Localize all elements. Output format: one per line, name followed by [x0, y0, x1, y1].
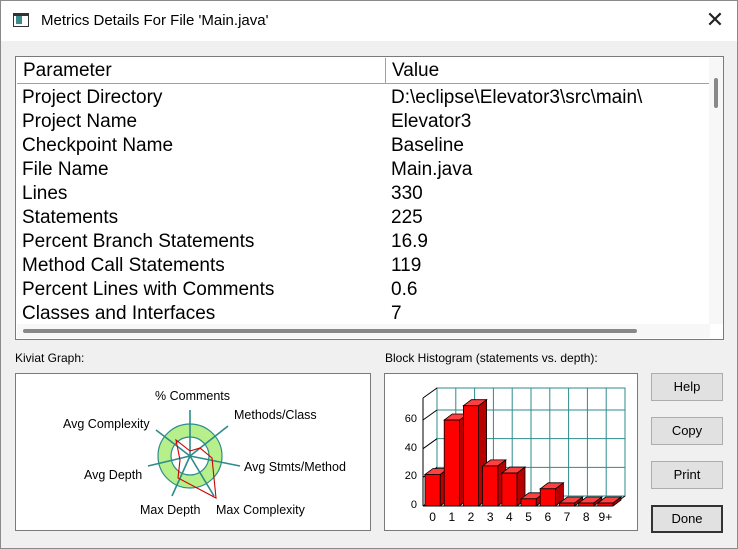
table-row[interactable]: Project Name Elevator3 [22, 110, 708, 134]
title-bar[interactable]: Metrics Details For File 'Main.java' ✕ [1, 1, 737, 41]
cell-parameter: File Name [22, 159, 109, 180]
table-row[interactable]: Lines 330 [22, 182, 708, 206]
kiviat-spoke-methods-class [189, 425, 229, 457]
table-row[interactable]: Percent Lines with Comments 0.6 [22, 278, 708, 302]
block-histogram-label: Block Histogram (statements vs. depth): [385, 351, 598, 365]
histogram-x-tick-label: 3 [486, 510, 494, 524]
cell-value: 119 [391, 255, 422, 276]
histogram-side-tick [422, 438, 438, 450]
histogram-axis-top [422, 387, 438, 399]
histogram-x-tick-label: 9+ [598, 510, 613, 524]
horizontal-scrollbar[interactable] [17, 324, 710, 338]
cell-value: 225 [391, 207, 423, 228]
kiviat-graph-panel: % Comments Methods/Class Avg Stmts/Metho… [15, 373, 371, 531]
kiviat-label-avg-depth: Avg Depth [84, 468, 143, 482]
cell-parameter: Percent Lines with Comments [22, 279, 275, 300]
histogram-bar [424, 474, 441, 507]
histogram-x-tick-label: 2 [467, 510, 475, 524]
cell-parameter: Project Name [22, 111, 138, 132]
kiviat-label-max-depth: Max Depth [140, 503, 201, 517]
histogram-side-tick [422, 409, 438, 421]
histogram-x-tick-label: 8 [582, 510, 590, 524]
kiviat-label-comments: % Comments [155, 389, 231, 403]
cell-value: 330 [391, 183, 423, 204]
histogram-y-tick-label: 20 [404, 470, 417, 483]
block-histogram-chart [422, 387, 626, 507]
copy-button[interactable]: Copy [651, 417, 723, 445]
vertical-scrollbar[interactable] [709, 58, 723, 324]
column-header-value[interactable]: Value [392, 60, 440, 81]
cell-parameter: Lines [22, 183, 68, 204]
table-row[interactable]: Percent Branch Statements 16.9 [22, 230, 708, 254]
block-histogram-panel: 0 20 40 60 0 1 2 3 4 5 6 7 8 9+ [384, 373, 638, 531]
histogram-bar [597, 502, 614, 507]
cell-value: 0.6 [391, 279, 418, 300]
histogram-bar [578, 502, 595, 507]
histogram-bar [520, 498, 537, 507]
cell-value: 16.9 [391, 231, 428, 252]
print-button[interactable]: Print [651, 461, 723, 489]
histogram-bar [501, 472, 518, 507]
table-row[interactable]: Checkpoint Name Baseline [22, 134, 708, 158]
app-icon [13, 13, 29, 27]
kiviat-label-avg-complexity: Avg Complexity [63, 417, 150, 431]
histogram-x-tick-label: 7 [563, 510, 571, 524]
done-button[interactable]: Done [651, 505, 723, 533]
table-row[interactable]: Classes and Interfaces 7 [22, 302, 708, 326]
histogram-bar [539, 488, 556, 507]
histogram-y-tick-label: 60 [404, 413, 417, 426]
kiviat-label-avg-stmts: Avg Stmts/Method [244, 460, 346, 474]
kiviat-label-methods-class: Methods/Class [234, 408, 317, 422]
cell-value: Baseline [391, 135, 464, 156]
close-button[interactable]: ✕ [705, 7, 725, 32]
table-row[interactable]: Method Call Statements 119 [22, 254, 708, 278]
table-row[interactable]: File Name Main.java [22, 158, 708, 182]
kiviat-spoke-avg-depth [147, 455, 191, 467]
cell-parameter: Checkpoint Name [22, 135, 174, 156]
vertical-scrollbar-thumb[interactable] [714, 78, 718, 108]
cell-value: 7 [391, 303, 402, 324]
table-row[interactable]: Statements 225 [22, 206, 708, 230]
histogram-bar [482, 465, 499, 507]
cell-parameter: Statements [22, 207, 119, 228]
cell-value: D:\eclipse\Elevator3\src\main\ [391, 87, 643, 108]
histogram-bar [558, 502, 575, 507]
histogram-y-tick-label: 0 [410, 499, 417, 511]
histogram-x-tick-label: 5 [525, 510, 532, 524]
table-body: Project Directory D:\eclipse\Elevator3\sr… [22, 86, 708, 326]
histogram-bar [463, 405, 480, 507]
kiviat-graph [147, 410, 241, 499]
cell-value: Elevator3 [391, 111, 472, 132]
kiviat-spoke-max-complexity [189, 455, 215, 497]
table-row[interactable]: Project Directory D:\eclipse\Elevator3\sr… [22, 86, 708, 110]
histogram-bar [443, 419, 460, 507]
histogram-x-tick-label: 4 [506, 510, 513, 524]
cell-value: Main.java [391, 159, 473, 180]
kiviat-spoke-max-depth [171, 455, 191, 497]
cell-parameter: Method Call Statements [22, 255, 225, 276]
kiviat-spoke-avg-complexity [155, 429, 191, 457]
histogram-y-tick-label: 40 [404, 441, 417, 454]
table-header: Parameter Value [17, 58, 710, 84]
window-title: Metrics Details For File 'Main.java' [41, 12, 269, 29]
metrics-table[interactable]: Parameter Value Project Directory D:\ecli… [15, 56, 724, 340]
help-button[interactable]: Help [651, 373, 723, 401]
kiviat-label-max-complexity: Max Complexity [216, 503, 305, 517]
cell-parameter: Classes and Interfaces [22, 303, 216, 324]
histogram-x-tick-label: 0 [429, 510, 436, 524]
histogram-x-tick-label: 1 [448, 510, 456, 524]
histogram-x-tick-label: 6 [544, 510, 552, 524]
kiviat-spoke-avg-stmts [189, 455, 241, 467]
kiviat-value-polygon [175, 438, 217, 499]
column-header-parameter[interactable]: Parameter [17, 58, 386, 84]
cell-parameter: Project Directory [22, 87, 163, 108]
horizontal-scrollbar-thumb[interactable] [23, 329, 637, 333]
cell-parameter: Percent Branch Statements [22, 231, 255, 252]
kiviat-graph-label: Kiviat Graph: [15, 351, 85, 365]
